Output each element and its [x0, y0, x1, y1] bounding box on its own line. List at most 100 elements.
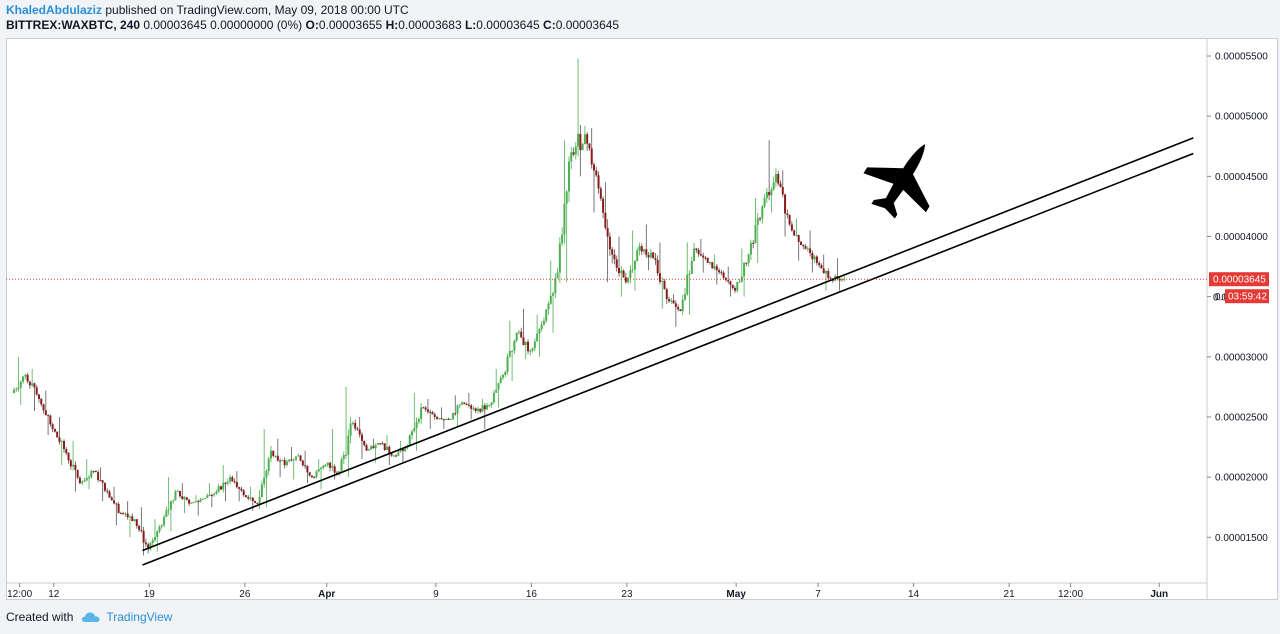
- candle-body: [784, 194, 787, 214]
- candle-body: [169, 501, 172, 510]
- candle-day-2018-05-01: [736, 248, 750, 297]
- candle-body: [470, 405, 473, 409]
- candle-day-2018-03-27: [258, 429, 272, 510]
- tradingview-cloud-icon: [82, 612, 100, 622]
- candle-body: [124, 513, 127, 515]
- candle-body: [194, 501, 197, 503]
- candle-day-2018-05-02: [749, 198, 764, 263]
- candle-body: [128, 516, 131, 518]
- candle-body: [724, 277, 727, 281]
- price-chart[interactable]: 0.00001500 0.00002000 0.00002500 0.00003000…: [6, 38, 1278, 600]
- trendline-1[interactable]: [142, 137, 1194, 552]
- time-tick-label: 16: [526, 589, 538, 600]
- candle-body: [699, 254, 702, 256]
- candle-body: [592, 164, 595, 171]
- candle-day-2018-05-07: [818, 254, 832, 291]
- trendline-2[interactable]: [142, 152, 1194, 566]
- trendlines-layer: [142, 137, 1194, 566]
- candle-body: [44, 410, 47, 416]
- candle-day-2018-03-24: [217, 465, 232, 502]
- candle-body: [131, 516, 134, 521]
- candle-body: [140, 529, 143, 531]
- candle-body: [829, 277, 832, 279]
- candle-body: [372, 446, 375, 449]
- candle-body: [117, 503, 120, 514]
- candle-body: [451, 413, 454, 419]
- tradingview-link[interactable]: TradingView: [81, 610, 172, 624]
- last-price-badges: 0.00003645 0.0 03:59:42: [1209, 272, 1269, 304]
- candle-body: [240, 488, 243, 491]
- candle-body: [217, 486, 220, 492]
- created-with-label: Created with: [6, 610, 74, 624]
- candle-body: [458, 404, 461, 406]
- candle-body: [260, 484, 263, 497]
- candle-day-2018-05-03: [763, 140, 777, 213]
- candle-body: [483, 405, 486, 410]
- time-axis[interactable]: 12:00 12 19 26 Apr 9 16 23 May 7 14 21 12:00 Jun: [7, 583, 1168, 600]
- candle-day-2018-04-25: [654, 242, 668, 309]
- candle-day-2018-03-10: [26, 368, 40, 411]
- candle-body: [415, 422, 418, 429]
- candle-body: [65, 449, 68, 454]
- candle-day-2018-04-05: [381, 435, 395, 466]
- candle-day-2018-03-12: [53, 416, 68, 466]
- candle-body: [281, 460, 284, 462]
- candle-day-2018-03-21: [176, 483, 191, 514]
- candle-body: [238, 487, 241, 489]
- candle-body: [35, 387, 38, 395]
- candle-body: [556, 272, 559, 278]
- candle-body: [552, 293, 555, 296]
- candle-body: [517, 331, 520, 333]
- candle-body: [547, 303, 550, 310]
- candle-body: [85, 477, 88, 481]
- candle-body: [342, 455, 345, 460]
- candle-body: [158, 526, 161, 532]
- candle-body: [231, 477, 234, 482]
- candle-body: [670, 300, 673, 302]
- candle-body: [567, 161, 570, 192]
- price-tick-label: 0.00004500: [1215, 172, 1268, 183]
- candle-body: [515, 332, 518, 341]
- candle-body: [577, 133, 580, 147]
- candle-body: [40, 398, 43, 405]
- candle-body: [840, 278, 843, 281]
- candle-day-2018-03-11: [40, 390, 54, 436]
- candle-body: [272, 450, 275, 456]
- candle-body: [527, 341, 530, 352]
- candle-body: [165, 510, 168, 517]
- candle-body: [181, 496, 184, 500]
- open-value: 0.00003655: [318, 18, 386, 32]
- candle-body: [531, 348, 534, 351]
- candle-day-2018-03-25: [231, 471, 245, 502]
- candle-body: [738, 281, 741, 283]
- candle-body: [197, 501, 200, 503]
- candle-body: [269, 450, 272, 459]
- candle-body: [108, 491, 111, 498]
- candle-body: [463, 402, 466, 405]
- candle-body: [17, 387, 20, 390]
- price-tick-label: 0.00002000: [1215, 473, 1268, 484]
- candle-body: [345, 454, 348, 456]
- time-tick-label: 12:00: [7, 589, 32, 600]
- candle-body: [320, 467, 323, 469]
- candle-body: [110, 497, 113, 501]
- candle-body: [799, 241, 802, 245]
- tradingview-brand: TradingView: [106, 610, 173, 624]
- author-link[interactable]: KhaledAbdulaziz: [6, 3, 103, 17]
- candles-layer: [12, 58, 846, 556]
- candle-body: [315, 471, 318, 478]
- candle-day-2018-04-23: [627, 230, 641, 291]
- candle-body: [722, 272, 725, 278]
- candle-body: [138, 525, 141, 530]
- candle-body: [258, 496, 261, 504]
- candle-day-2018-03-18: [135, 507, 150, 556]
- candle-body: [283, 460, 286, 466]
- candle-body: [199, 499, 202, 503]
- candle-body: [736, 282, 739, 291]
- candle-body: [426, 409, 429, 412]
- countdown-text: 03:59:42: [1228, 292, 1267, 303]
- candle-body: [574, 146, 577, 155]
- candle-day-2018-04-19: [572, 58, 586, 177]
- candle-day-2018-04-21: [599, 182, 614, 283]
- candle-body: [76, 469, 79, 478]
